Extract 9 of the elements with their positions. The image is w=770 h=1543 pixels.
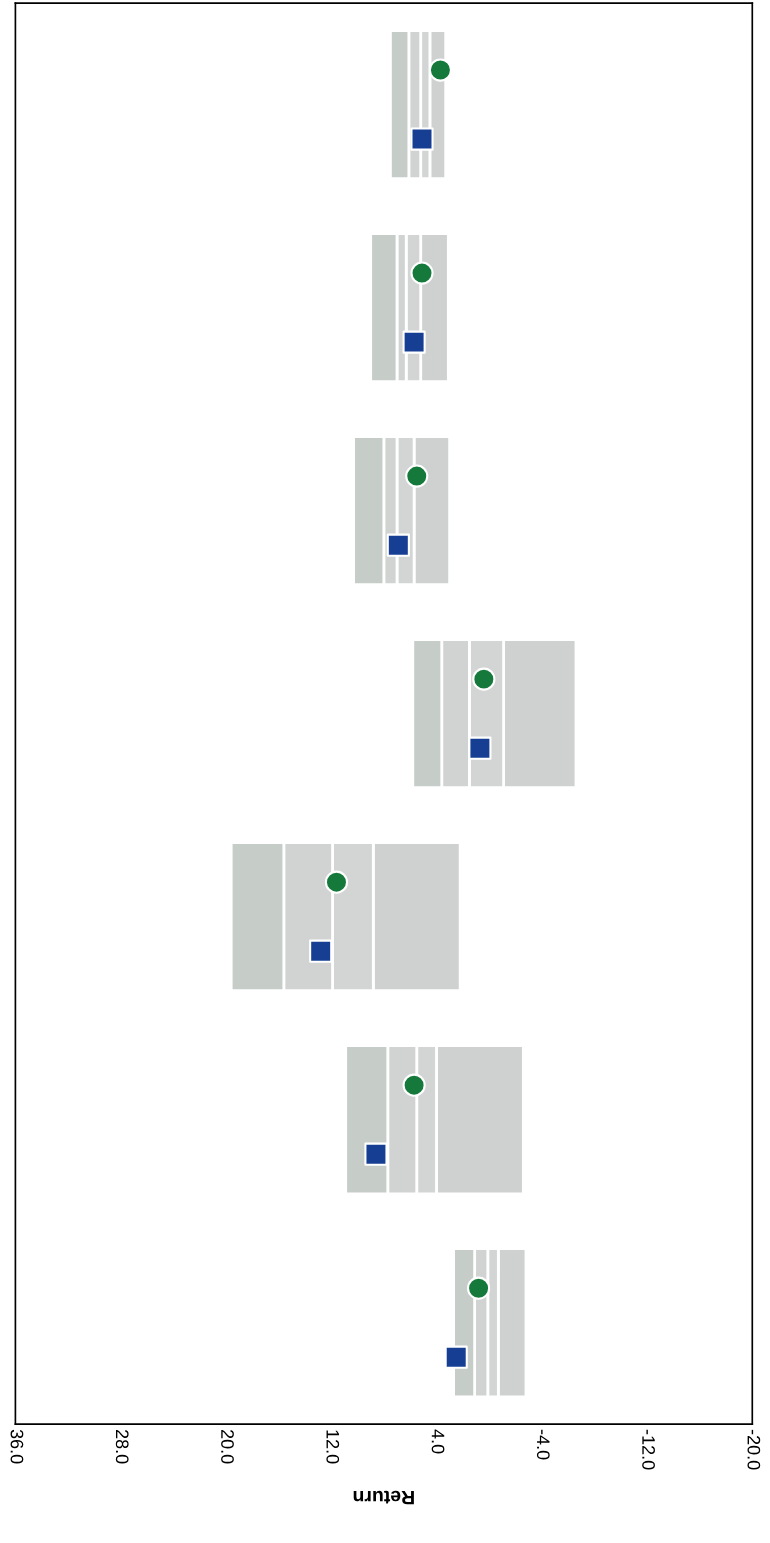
x-tick-label: 12.0 (326, 1430, 340, 1464)
x-tick-label: -20.0 (747, 1429, 761, 1470)
x-tick-label: 4.0 (431, 1429, 445, 1454)
x-tick-label: -12.0 (642, 1429, 655, 1470)
x-tick-label: 28.0 (115, 1429, 129, 1464)
x-axis-title: Return (353, 1490, 414, 1505)
x-tick-label: 36.0 (10, 1429, 24, 1464)
x-tick-label: -4.0 (536, 1429, 550, 1460)
x-tick-label: 20.0 (221, 1429, 234, 1464)
